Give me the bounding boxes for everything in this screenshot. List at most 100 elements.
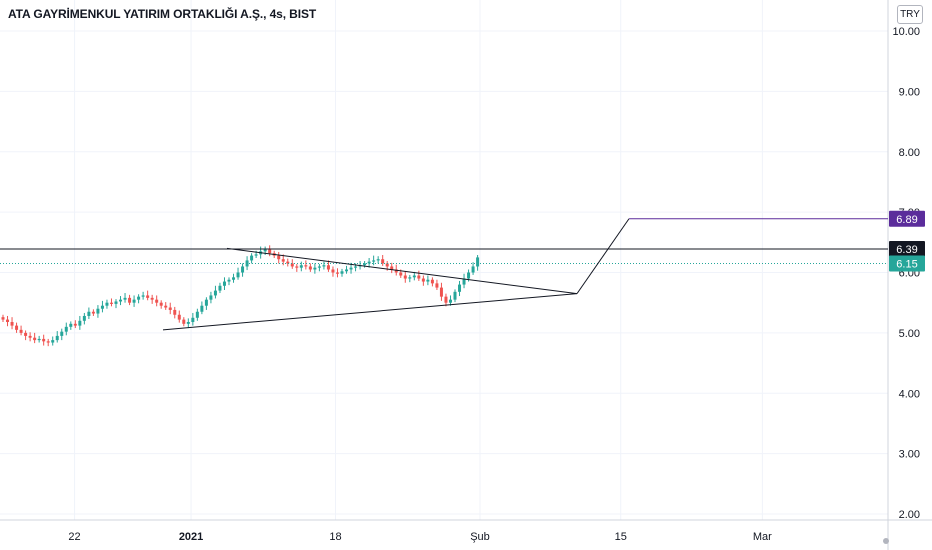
- candle-body: [430, 279, 434, 284]
- candle-body: [340, 271, 344, 274]
- candle-body: [295, 266, 299, 268]
- candle-body: [100, 305, 104, 309]
- price-label-bg: [889, 210, 925, 227]
- candle-body: [250, 255, 254, 261]
- candle-body: [69, 323, 73, 327]
- time-tick-label: 18: [329, 531, 341, 543]
- price-label-badge: 6.15: [889, 255, 925, 272]
- candle-body: [299, 265, 303, 268]
- candle-body: [123, 297, 127, 300]
- candle-body: [1, 317, 5, 320]
- candle-body: [182, 319, 186, 324]
- candle-body: [28, 335, 32, 338]
- time-tick-label: 2021: [179, 531, 203, 543]
- candle-body: [15, 325, 19, 330]
- price-tick-label: 3.00: [899, 449, 920, 461]
- candle-body: [227, 279, 231, 282]
- candle-body: [109, 302, 113, 304]
- candle-body: [33, 337, 37, 341]
- price-tick-label: 4.00: [899, 388, 920, 400]
- candle-body: [159, 302, 163, 306]
- candle-body: [51, 340, 55, 343]
- candle-body: [150, 297, 154, 300]
- candle-body: [372, 260, 376, 262]
- price-label-badge: 6.39: [889, 240, 925, 257]
- candle-body: [263, 249, 267, 252]
- candle-body: [141, 295, 145, 297]
- candle-body: [331, 269, 335, 273]
- candle-body: [105, 302, 109, 306]
- candle-body: [96, 308, 100, 314]
- candle-body: [91, 311, 95, 314]
- candle-body: [476, 257, 480, 267]
- price-labels: 6.89 6.39 6.15: [883, 210, 925, 544]
- candle-body: [467, 272, 471, 279]
- trendline-drawings[interactable]: [0, 218, 888, 331]
- candle-body: [222, 281, 226, 286]
- candle-body: [426, 279, 430, 282]
- price-label-badge: 6.89: [889, 210, 925, 227]
- candle-body: [317, 266, 321, 268]
- candle-body: [462, 278, 466, 285]
- candle-body: [376, 259, 380, 261]
- candle-body: [218, 285, 222, 291]
- candle-body: [286, 261, 290, 264]
- candle-body: [119, 299, 123, 302]
- candle-body: [236, 272, 240, 278]
- price-label-text: 6.89: [896, 214, 917, 226]
- candle-body: [146, 295, 150, 298]
- price-tick-label: 9.00: [899, 86, 920, 98]
- candle-body: [290, 263, 294, 267]
- currency-button[interactable]: TRY: [897, 5, 923, 24]
- candle-body: [335, 272, 339, 274]
- candle-body: [232, 277, 236, 280]
- time-axis[interactable]: 22 2021 18 Şub 15 Mar: [68, 531, 772, 543]
- candle-body: [408, 277, 412, 279]
- candle-body: [435, 283, 439, 288]
- price-tick-label: 10.00: [892, 26, 920, 38]
- candle-body: [394, 269, 398, 273]
- price-label-text: 6.15: [896, 258, 917, 270]
- candle-body: [444, 296, 448, 303]
- time-tick-label: Mar: [753, 531, 772, 543]
- candle-body: [313, 267, 317, 270]
- candle-body: [209, 295, 213, 300]
- price-label-bg: [889, 255, 925, 272]
- triangle-lower-line: [162, 293, 578, 331]
- candle-body: [458, 284, 462, 292]
- candle-body: [200, 305, 204, 312]
- candle-body: [37, 338, 41, 341]
- candle-body: [367, 261, 371, 264]
- candle-body: [177, 314, 181, 320]
- candle-body: [87, 311, 91, 316]
- candle-body: [19, 329, 23, 333]
- candle-body: [439, 287, 443, 297]
- candle-body: [155, 299, 159, 303]
- candle-body: [254, 254, 258, 256]
- candle-body: [168, 307, 172, 310]
- candle-body: [60, 331, 64, 336]
- candle-body: [322, 265, 326, 267]
- candle-body: [281, 259, 285, 262]
- time-tick-label: 22: [68, 531, 80, 543]
- candle-body: [128, 297, 132, 303]
- candle-body: [24, 332, 28, 336]
- candle-body: [191, 317, 195, 323]
- settings-icon: [883, 538, 889, 544]
- candle-body: [417, 275, 421, 279]
- breakout-projection-line: [576, 218, 630, 294]
- candle-body: [448, 299, 452, 303]
- candle-body: [471, 266, 475, 273]
- candle-body: [241, 266, 245, 273]
- candle-body: [132, 299, 136, 303]
- candle-body: [326, 265, 330, 270]
- candle-body: [403, 275, 407, 279]
- candle-body: [114, 301, 118, 304]
- candle-body: [82, 315, 86, 321]
- candle-body: [304, 265, 308, 267]
- candle-body: [354, 266, 358, 268]
- candle-body: [78, 320, 82, 326]
